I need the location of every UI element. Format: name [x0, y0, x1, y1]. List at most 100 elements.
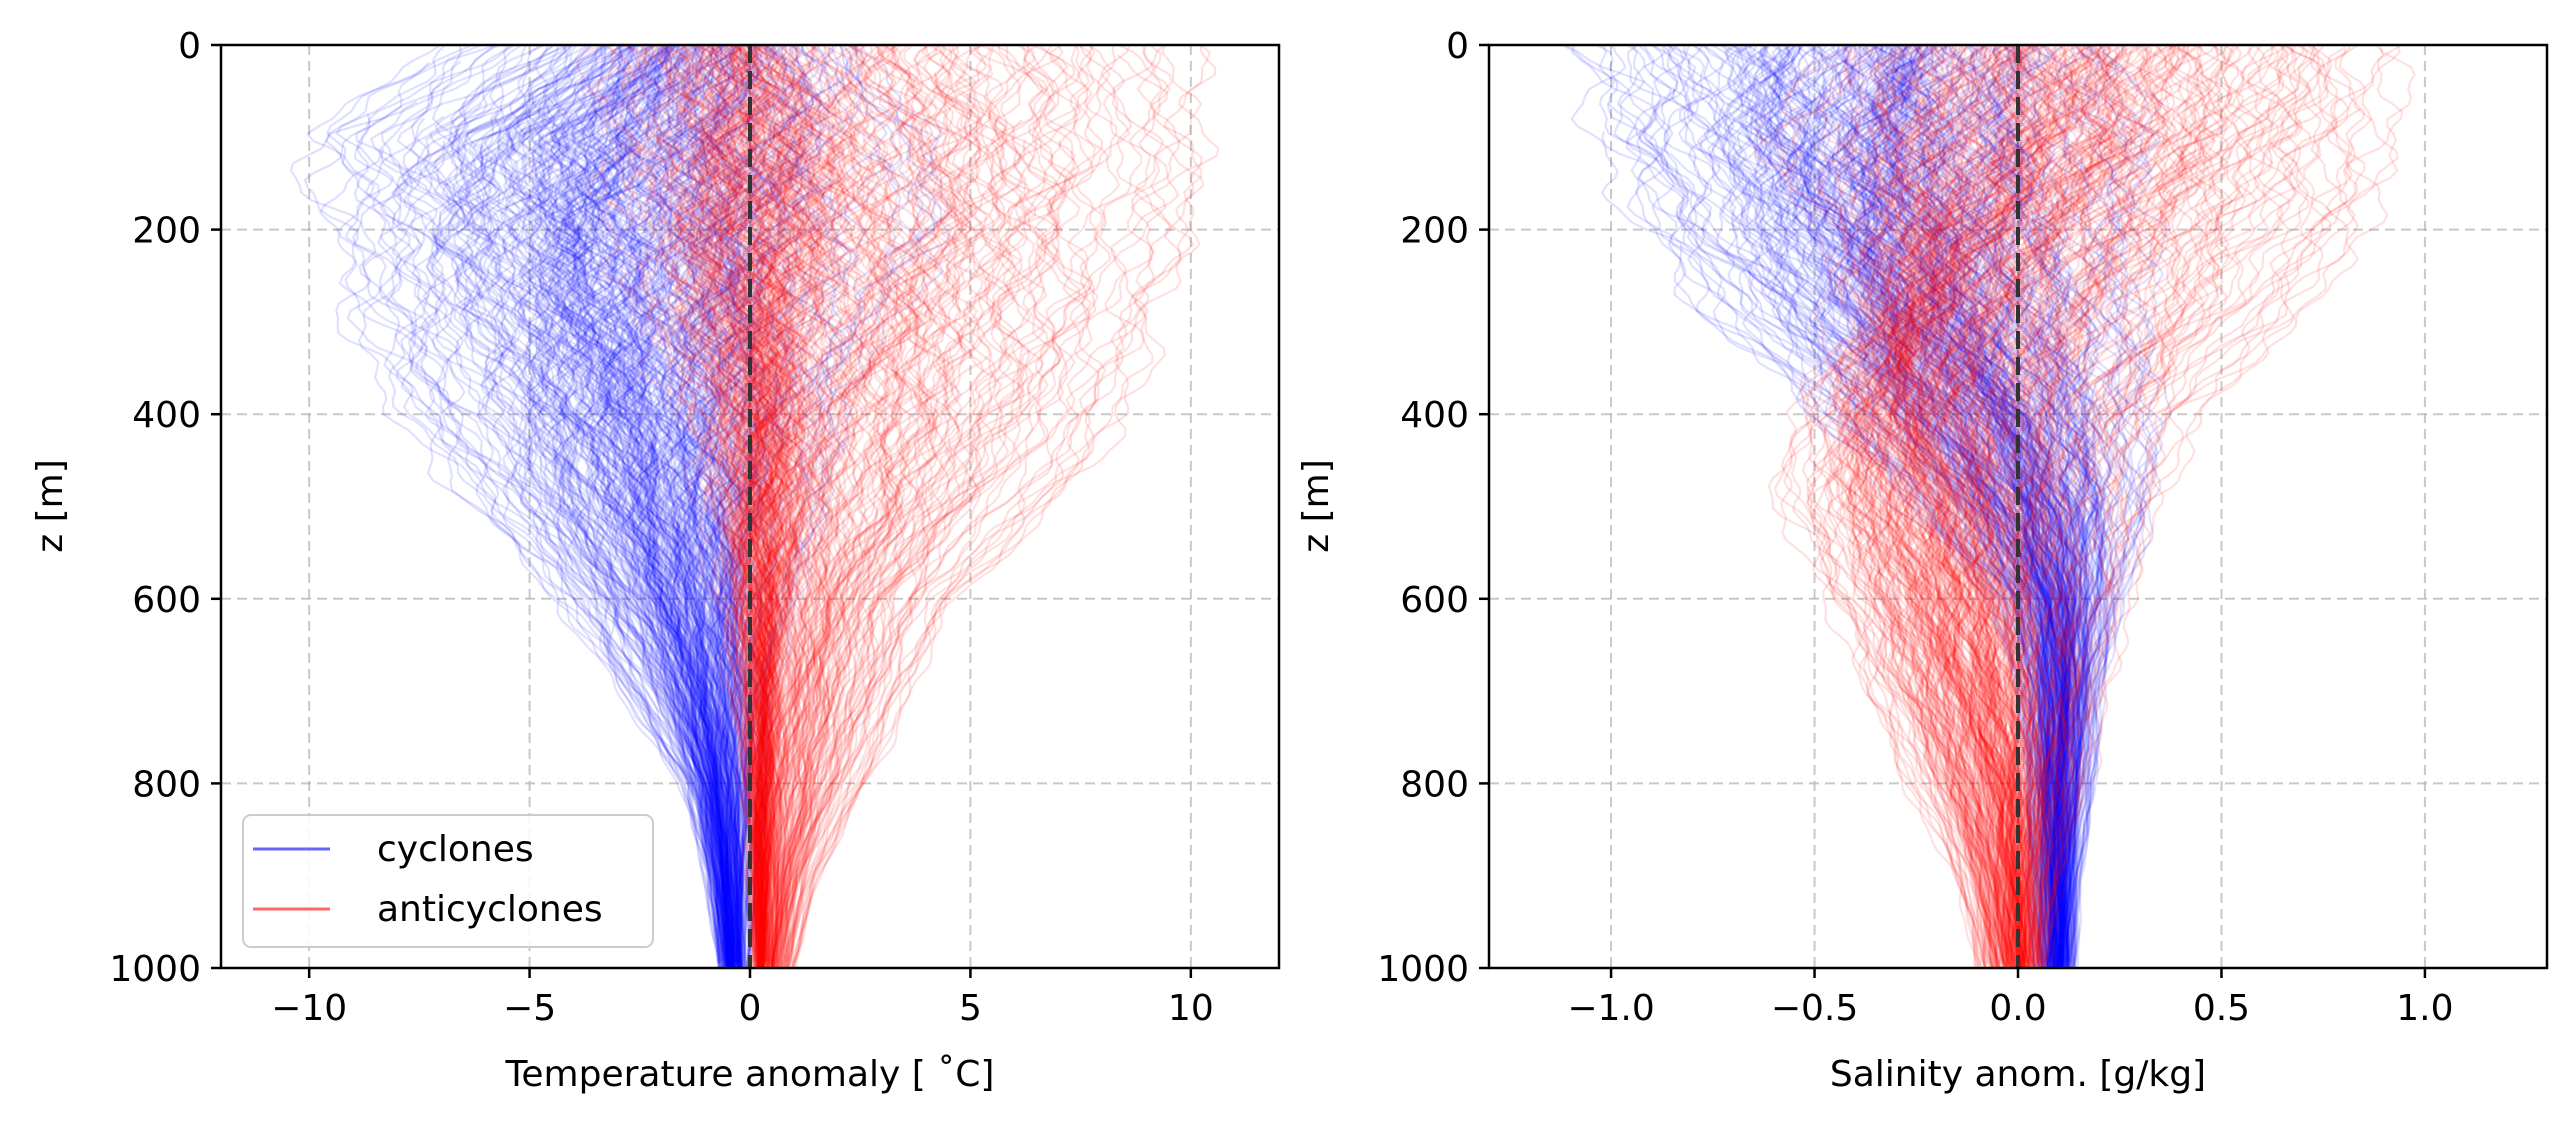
temperature-cyclones-profile [746, 45, 952, 968]
temperature-anticyclones-profile [700, 45, 786, 968]
salinity-cyclones-profile [1791, 45, 2055, 968]
temperature-cyclones-profile [670, 45, 770, 968]
salinity-cyclones-profile [1744, 61, 2051, 963]
salinity-cyclones-profile [1846, 45, 2063, 968]
temperature-anticyclones-profile [775, 45, 1004, 968]
temperature-anticyclones-profile [682, 45, 781, 968]
temperature-cyclones-profile [593, 80, 736, 961]
temperature-cyclones-profile [509, 45, 730, 968]
temperature-cyclones-profile [446, 45, 727, 968]
temperature-cyclones-profile [627, 57, 737, 966]
temperature-anticyclones-profile [704, 108, 792, 967]
temperature-anticyclones-profile [743, 45, 819, 968]
salinity-cyclones-profile [1841, 45, 2068, 968]
salinity-cyclones-profile [1892, 45, 2076, 968]
temperature-anticyclones-profile [738, 45, 798, 968]
temperature-cyclones-profile [590, 136, 735, 965]
temperature-anticyclones-profile [706, 45, 795, 968]
temperature-anticyclones-profile [750, 45, 838, 968]
temperature-cyclones-profile [428, 45, 724, 968]
salinity-cyclones-profile [1872, 45, 2076, 968]
temperature-anticyclones-profile [770, 144, 911, 965]
salinity-cyclones-profile [1756, 45, 2055, 968]
salinity-cyclones-profile [1734, 75, 2052, 963]
temperature-anticyclones-profile [770, 45, 970, 968]
temperature-cyclones-profile [661, 82, 751, 963]
temperature-anticyclones-profile [782, 55, 1093, 966]
salinity-xlabel: Salinity anom. [g/kg] [1830, 1054, 2206, 1095]
temperature-cyclones-profile [627, 58, 736, 968]
salinity-cyclones-profile [1642, 45, 2041, 968]
salinity-cyclones-profile [1773, 45, 2057, 968]
temperature-cyclones-profile [628, 45, 737, 968]
temperature-anticyclones-profile [583, 45, 758, 968]
temperature-anticyclones-profile [777, 45, 984, 968]
temperature-cyclones-profile [741, 45, 842, 968]
salinity-cyclones-profile [1867, 52, 2070, 963]
salinity-cyclones-profile [1879, 45, 2074, 968]
salinity-cyclones-profile [1778, 45, 2060, 968]
temperature-anticyclones-profile [707, 74, 793, 962]
temperature-anticyclones-profile [778, 45, 1023, 968]
salinity-cyclones-profile [1737, 45, 2054, 968]
temperature-ytick-label: 0 [178, 26, 201, 67]
temperature-anticyclones-profile [759, 45, 832, 968]
salinity-cyclones-profile [1842, 45, 2070, 968]
temperature-anticyclones-profile [600, 145, 758, 967]
temperature-cyclones-profile [537, 45, 731, 968]
temperature-anticyclones-profile [732, 149, 784, 962]
temperature-cyclones-profile [548, 118, 732, 962]
temperature-anticyclones-profile [771, 45, 989, 968]
temperature-anticyclones-profile [698, 129, 776, 965]
temperature-cyclones-profile [543, 67, 734, 962]
temperature-anticyclones-profile [686, 64, 769, 966]
temperature-anticyclones-profile [703, 131, 783, 967]
temperature-anticyclones-profile [696, 45, 792, 968]
salinity-cyclones-profile [1693, 45, 2045, 968]
temperature-ylabel: z [m] [30, 459, 71, 553]
temperature-cyclones-profile [554, 45, 731, 968]
temperature-cyclones-profile [574, 132, 735, 968]
temperature-cyclones-profile [576, 45, 735, 968]
salinity-cyclones-profile [1840, 45, 2062, 968]
temperature-cyclones-profile [713, 45, 805, 968]
temperature-anticyclones-profile [783, 45, 1059, 968]
salinity-cyclones-profile [2024, 45, 2129, 968]
temperature-anticyclones-profile [781, 139, 1060, 968]
temperature-anticyclones-profile [677, 45, 786, 968]
temperature-cyclones-profile [604, 45, 735, 968]
temperature-anticyclones-profile [643, 45, 760, 968]
salinity-cyclones-profile [1767, 45, 2059, 968]
temperature-cyclones-profile [607, 45, 736, 968]
legend-box [242, 814, 654, 948]
temperature-cyclones-profile [569, 45, 732, 968]
temperature-cyclones-profile [637, 45, 739, 968]
temperature-anticyclones-profile [784, 45, 1111, 968]
temperature-cyclones-profile [433, 45, 727, 968]
salinity-cyclones-profile [1821, 45, 2065, 968]
temperature-cyclones-profile [446, 45, 726, 968]
temperature-anticyclones-profile [771, 45, 926, 968]
temperature-anticyclones-profile [674, 45, 767, 968]
salinity-cyclones-profile [1764, 45, 2051, 968]
salinity-cyclones-profile [1844, 45, 2067, 968]
temperature-anticyclones-profile [729, 45, 818, 968]
temperature-anticyclones-profile [773, 45, 974, 968]
temperature-anticyclones-profile [728, 120, 825, 963]
temperature-cyclones-profile [571, 56, 732, 966]
temperature-cyclones-profile [549, 45, 731, 968]
salinity-cyclones-profile [1733, 45, 2053, 968]
temperature-cyclones-profile [623, 45, 737, 968]
temperature-cyclones-profile [537, 45, 731, 968]
temperature-cyclones-profile [743, 45, 857, 968]
temperature-cyclones-profile [400, 45, 726, 968]
temperature-cyclones-profile [629, 73, 735, 968]
temperature-anticyclones-profile [770, 45, 973, 968]
temperature-cyclones-profile [717, 138, 805, 966]
temperature-anticyclones-profile [733, 45, 816, 968]
temperature-anticyclones-profile [726, 45, 786, 968]
temperature-anticyclones-profile [705, 45, 778, 968]
temperature-anticyclones-profile [794, 45, 1217, 968]
salinity-xtick-label: 0.0 [1989, 988, 2046, 1029]
